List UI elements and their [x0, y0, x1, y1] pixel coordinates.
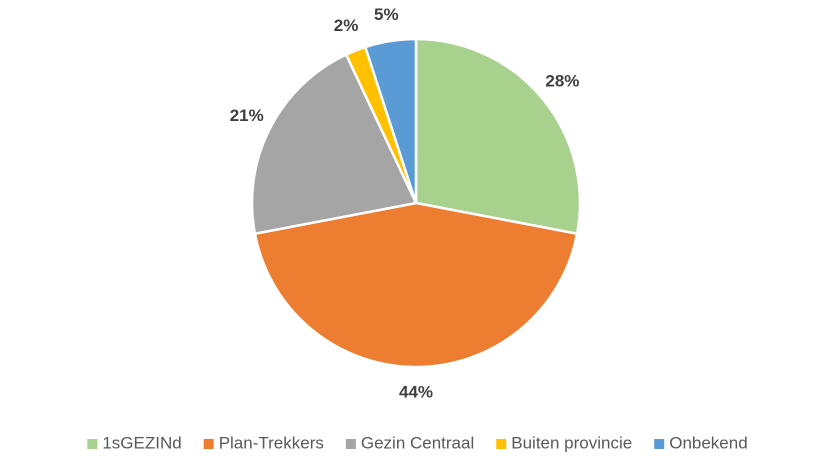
slice-label: 5% [374, 5, 399, 24]
slice-label: 28% [545, 71, 579, 90]
legend-label: Onbekend [669, 433, 747, 452]
pie-slice [363, 37, 418, 204]
slice-label: 2% [334, 16, 359, 35]
legend-label: Plan-Trekkers [219, 433, 324, 452]
pie-slice [250, 52, 418, 236]
legend-swatch [654, 439, 665, 449]
slice-label: 21% [230, 106, 264, 125]
legend-swatch [496, 439, 507, 449]
legend-swatch [203, 439, 214, 449]
legend-label: 1sGEZINd [102, 433, 181, 452]
legend-swatch [345, 439, 356, 449]
pie-slice [414, 37, 582, 236]
legend-label: Gezin Centraal [361, 433, 474, 452]
slice-label: 44% [399, 382, 433, 401]
legend: 1sGEZINd Plan-Trekkers Gezin Centraal Buite… [87, 433, 748, 452]
legend-label: Buiten provincie [511, 433, 632, 452]
legend-swatch [87, 439, 98, 449]
pie-slice [253, 201, 579, 369]
